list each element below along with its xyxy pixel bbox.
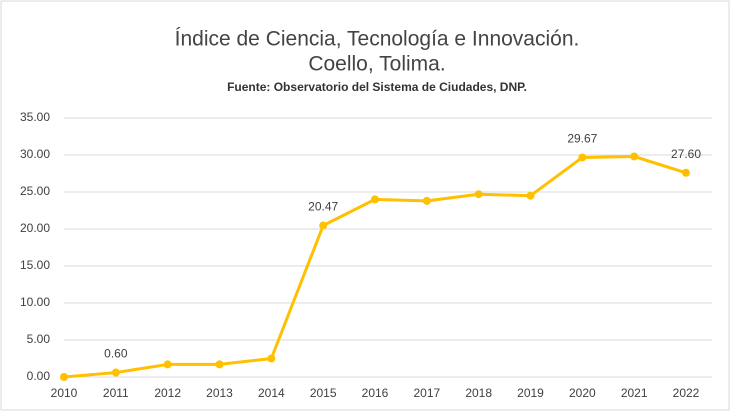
point [111,368,120,377]
x-tick-label: 2013 [206,386,233,400]
point [422,196,431,205]
point [267,354,276,363]
x-tick-label: 2010 [51,386,78,400]
data-label: 27.60 [671,147,701,161]
point [60,373,68,381]
x-tick-label: 2018 [465,386,492,400]
y-tick-label: 30.00 [20,147,50,161]
x-tick-label: 2022 [673,386,700,400]
y-tick-label: 35.00 [20,110,50,124]
point [578,153,587,162]
point [682,168,690,177]
x-tick-label: 2017 [413,386,440,400]
point [474,190,483,199]
x-tick-label: 2011 [103,386,129,400]
y-tick-label: 20.00 [20,221,50,235]
x-tick-label: 2020 [569,386,596,400]
x-tick-label: 2016 [362,386,389,400]
data-label: 0.60 [104,347,128,361]
x-tick-label: 2012 [154,386,181,400]
x-tick-label: 2019 [517,386,544,400]
x-tick-label: 2021 [621,386,648,400]
x-tick-label: 2015 [310,386,337,400]
y-tick-label: 5.00 [27,332,51,346]
y-tick-label: 10.00 [20,295,50,309]
point [215,360,224,369]
chart-title: Índice de Ciencia, Tecnología e Innovaci… [175,28,580,51]
point [319,221,328,230]
y-tick-label: 15.00 [20,258,50,272]
point [526,191,535,200]
data-label: 29.67 [567,132,597,146]
y-tick-label: 25.00 [20,184,50,198]
x-tick-label: 2014 [258,386,285,400]
point [630,152,639,161]
chart-subtitle: Fuente: Observatorio del Sistema de Ciud… [227,80,527,94]
data-label: 20.47 [308,200,338,214]
chart-title: Coello, Tolima. [308,53,445,76]
point [371,195,379,204]
y-tick-label: 0.00 [27,369,51,383]
point [163,360,172,369]
